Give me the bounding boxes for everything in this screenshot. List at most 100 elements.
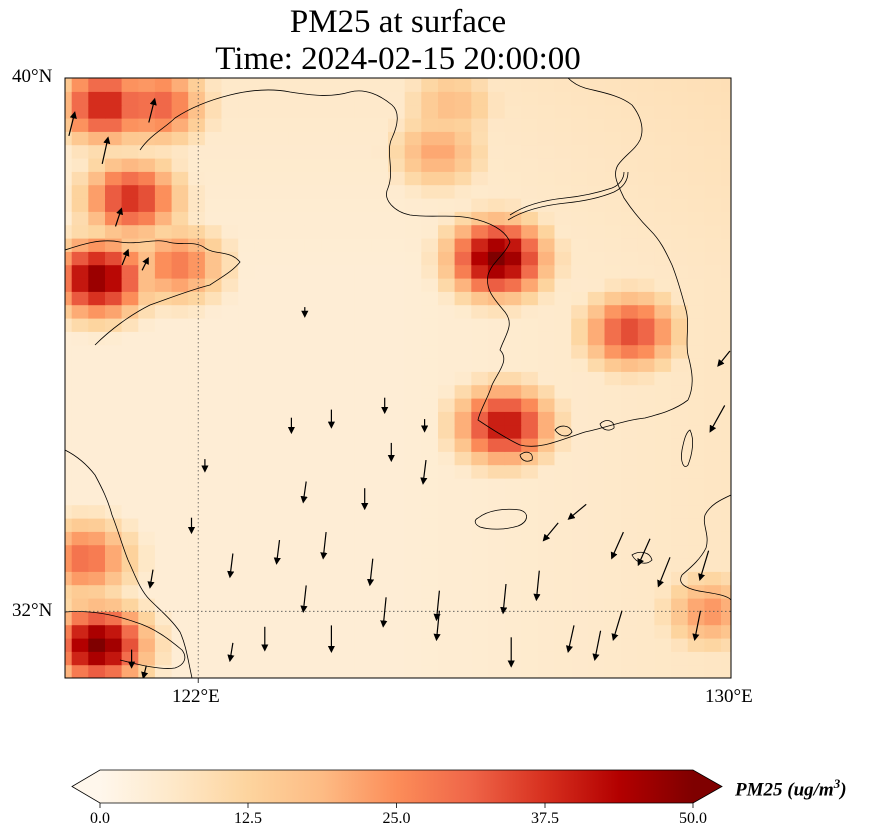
pm25-cell [154,278,173,292]
pm25-cell [671,598,689,612]
pm25-cell [88,504,106,519]
pm25-cell [238,158,256,172]
pm25-cell [521,211,539,226]
pm25-cell [371,384,389,399]
pm25-cell [288,251,306,266]
pm25-cell [65,424,73,439]
pm25-cell [388,211,406,226]
pm25-cell [471,611,489,626]
pm25-cell [537,531,556,546]
pm25-cell [704,251,722,266]
pm25-cell [288,504,306,519]
pm25-cell [421,78,439,92]
pm25-cell [388,78,406,79]
pm25-cell [354,384,372,399]
pm25-cell [354,211,372,226]
pm25-cell [521,51,538,65]
pm25-cell [171,78,189,79]
pm25-cell [604,118,622,132]
pm25-cell [537,278,556,292]
pm25-cell [587,251,605,266]
pm25-cell [238,171,256,186]
pm25-cell [687,118,705,132]
pm25-cell [571,651,589,666]
wind-arrow [420,460,428,485]
pm25-cell [121,544,139,559]
pm25-cell [704,331,722,346]
pm25-cell [738,598,755,612]
pm25-cell [105,464,123,479]
pm25-cell [454,571,472,586]
pm25-cell [537,544,556,559]
pm25-cell [154,344,173,359]
colorbar-extend-max [693,770,722,803]
pm25-cell [354,318,372,332]
pm25-cell [454,504,472,519]
pm25-cell [504,238,522,252]
pm25-cell [487,318,506,332]
pm25-cell [554,611,572,626]
pm25-cell [704,624,722,639]
pm25-cell [338,558,356,572]
pm25-cell [721,424,731,439]
pm25-cell [487,91,506,106]
pm25-cell [238,78,256,79]
pm25-cell [471,118,489,132]
pm25-cell [38,665,55,679]
pm25-cell [571,78,589,79]
pm25-cell [738,158,755,172]
pm25-cell [604,491,622,506]
pm25-cell [571,278,589,292]
pm25-cell [754,638,771,652]
pm25-cell [38,238,55,252]
pm25-cell [471,678,488,692]
pm25-cell [454,424,472,439]
pm25-cell [38,318,55,332]
pm25-cell [338,264,356,279]
pm25-cell [65,384,73,399]
pm25-cell [304,264,322,279]
pm25-cell [354,344,372,359]
pm25-cell [621,318,639,332]
pm25-cell [754,585,771,599]
pm25-cell [487,478,506,492]
pm25-cell [338,544,356,559]
pm25-cell [38,505,55,519]
pm25-cell [754,571,771,585]
pm25-cell [637,184,655,199]
pm25-cell [305,678,322,692]
pm25-cell [454,491,472,506]
pm25-cell [254,371,273,386]
pm25-cell [88,651,106,666]
pm25-cell [704,104,722,119]
pm25-cell [504,638,522,652]
pm25-cell [404,78,422,79]
pm25-cell [221,451,239,466]
pm25-cell [704,78,722,92]
pm25-cell [138,91,156,106]
pm25-cell [88,398,106,412]
pm25-cell [271,638,289,652]
pm25-cell [88,624,106,639]
pm25-cell [105,491,123,506]
pm25-cell [138,384,156,399]
pm25-cell [171,251,189,266]
pm25-cell [171,144,189,159]
pm25-cell [204,198,223,212]
pm25-cell [571,558,589,572]
pm25-cell [371,104,389,119]
pm25-cell [571,318,589,332]
pm25-cell [438,171,456,186]
pm25-cell [554,144,572,159]
pm25-cell [671,331,689,346]
pm25-cell [254,398,273,412]
pm25-cell [88,158,106,172]
pm25-cell [704,318,722,332]
pm25-cell [438,491,456,506]
pm25-cell [121,304,139,319]
pm25-cell [404,118,422,132]
pm25-cell [621,144,639,159]
pm25-cell [738,411,755,425]
pm25-cell [221,291,239,306]
pm25-cell [404,384,422,399]
